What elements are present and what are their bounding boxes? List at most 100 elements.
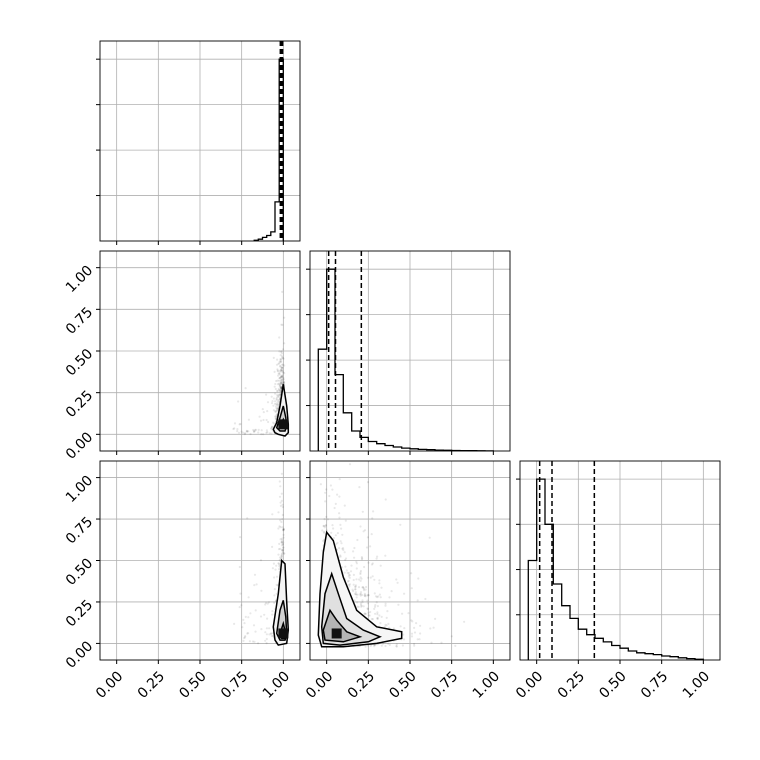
p20-ytick-label-4: 1.00 xyxy=(63,473,96,506)
p20-point-582 xyxy=(280,553,283,556)
p21-point-1413 xyxy=(369,576,372,579)
p10-point-993 xyxy=(272,397,275,400)
p22-frame xyxy=(519,460,721,661)
p10-point-242 xyxy=(279,381,282,384)
p21-point-847 xyxy=(347,579,350,583)
p21-point-131 xyxy=(359,569,362,573)
p10-point-688 xyxy=(280,355,284,358)
p21-point-699 xyxy=(363,529,367,532)
p20-point-890 xyxy=(280,557,283,560)
p10-point-1029 xyxy=(278,393,281,396)
p21-point-799 xyxy=(360,605,363,608)
p10-point-166 xyxy=(279,375,283,378)
p10-point-1084 xyxy=(279,377,282,380)
p21-point-622 xyxy=(363,565,366,569)
p10-point-590 xyxy=(278,390,281,393)
p21-point-945 xyxy=(358,578,361,581)
p21-point-795 xyxy=(403,627,406,630)
p21-point-651 xyxy=(402,638,406,641)
p10-point-645 xyxy=(275,402,278,405)
p20-point-580 xyxy=(282,548,285,552)
p21-point-1458 xyxy=(401,612,404,615)
p21-point-1159 xyxy=(348,574,352,577)
p10-point-450 xyxy=(282,381,286,384)
p10-point-112 xyxy=(276,369,279,372)
p20-point-445 xyxy=(264,631,267,634)
p20-point-353 xyxy=(280,499,283,502)
p10-point-9 xyxy=(274,405,278,408)
p10-point-598 xyxy=(276,358,279,361)
p21-point-1239 xyxy=(378,582,381,585)
p21-point-1070 xyxy=(359,579,362,583)
p21-point-894 xyxy=(410,572,413,575)
p20-point-67 xyxy=(267,601,271,604)
p21-point-216 xyxy=(361,593,364,597)
p21-point-640 xyxy=(413,644,416,647)
p20-point-111 xyxy=(254,609,257,612)
p10-point-198 xyxy=(278,372,281,375)
p10-point-1013 xyxy=(278,377,281,380)
p10-point-1017 xyxy=(281,290,284,293)
p10-point-816 xyxy=(236,428,239,431)
p21-point-618 xyxy=(379,622,382,625)
p21-point-262 xyxy=(332,527,335,530)
p10-point-285 xyxy=(277,405,280,408)
p21-point-84 xyxy=(395,578,398,581)
p10-point-944 xyxy=(244,387,247,390)
p10-point-588 xyxy=(282,357,285,360)
p21-point-152 xyxy=(376,613,379,616)
p20-point-783 xyxy=(246,632,249,635)
p21-point-1284 xyxy=(356,601,359,604)
p21-point-1046 xyxy=(366,536,369,539)
p21-point-286 xyxy=(340,527,343,530)
p20-point-997 xyxy=(266,602,269,605)
p21-point-80 xyxy=(358,486,361,489)
p21-point-944 xyxy=(363,592,366,596)
p21-point-1005 xyxy=(347,583,350,586)
p21-point-71 xyxy=(319,483,322,486)
p20-point-415 xyxy=(242,618,245,622)
p21-point-957 xyxy=(374,604,377,607)
p20-point-918 xyxy=(253,584,256,587)
p20-point-591 xyxy=(281,513,284,517)
p21-point-19 xyxy=(352,590,355,593)
p21-point-76 xyxy=(388,596,391,599)
p10-ytick-label-3: 0.75 xyxy=(63,304,96,337)
p10-point-419 xyxy=(266,410,269,413)
p21-point-486 xyxy=(338,478,341,481)
p20-point-869 xyxy=(247,616,250,619)
p20-point-726 xyxy=(282,533,285,537)
p20-point-279 xyxy=(278,568,281,571)
p21-point-858 xyxy=(353,592,357,596)
p21-point-839 xyxy=(378,579,381,582)
p20-ytick-label-2: 0.50 xyxy=(63,555,96,588)
p21-point-59 xyxy=(375,557,378,560)
p21-point-755 xyxy=(413,642,416,646)
p20-point-268 xyxy=(282,546,285,549)
p21-point-1026 xyxy=(362,589,366,592)
p21-point-1013 xyxy=(339,540,342,543)
p10-point-83 xyxy=(272,421,275,424)
p10-point-357 xyxy=(240,430,243,433)
p21-point-1 xyxy=(322,524,325,528)
p22-xtick-label-0: 0.00 xyxy=(513,668,546,701)
p21-point-826 xyxy=(355,560,358,563)
p10-point-205 xyxy=(277,382,280,385)
p20-point-693 xyxy=(277,562,280,565)
p21-point-538 xyxy=(336,541,339,545)
p20-point-495 xyxy=(279,501,282,504)
p20-point-988 xyxy=(280,554,283,558)
p21-point-1351 xyxy=(402,633,405,636)
p10-point-157 xyxy=(275,409,278,412)
p21-point-981 xyxy=(322,531,325,534)
p10-point-889 xyxy=(282,380,285,383)
p21-point-1264 xyxy=(334,534,337,537)
p20-point-893 xyxy=(280,541,283,544)
p21-point-562 xyxy=(339,555,342,558)
p21-xtick-label-1: 0.25 xyxy=(345,668,378,701)
p20-point-1030 xyxy=(282,541,285,544)
p21-point-49 xyxy=(352,550,355,553)
p21-point-1326 xyxy=(361,586,364,589)
p21-point-1432 xyxy=(341,566,344,569)
p21-point-174 xyxy=(387,622,390,626)
